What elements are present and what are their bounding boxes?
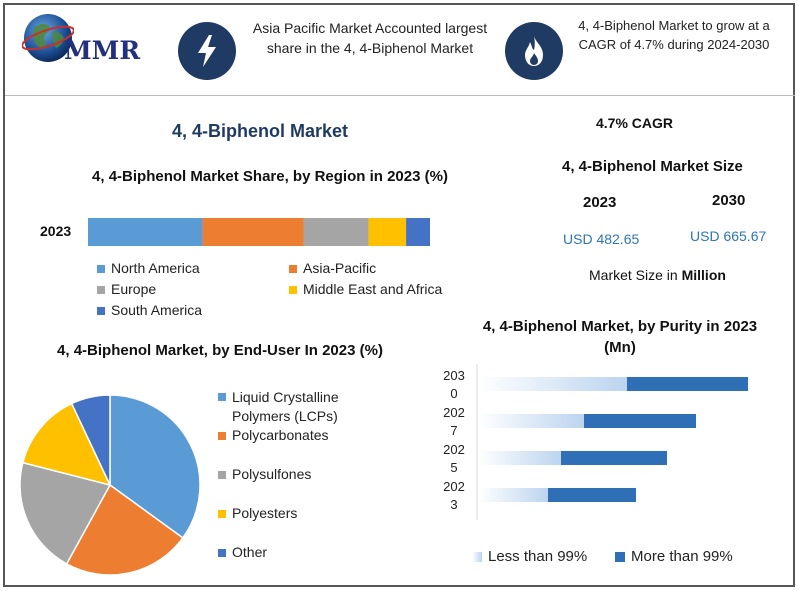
market-size-title: 4, 4-Biphenol Market Size — [562, 158, 743, 175]
purity-tick-label: 7 — [450, 423, 457, 438]
region-bar-segment-europe — [303, 218, 369, 246]
legend-swatch — [218, 393, 226, 401]
market-size-year-2030: 2030 — [712, 192, 746, 209]
market-size-unit: Market Size in Million — [589, 267, 726, 283]
purity-bar-less-than-99-2030 — [479, 377, 627, 391]
globe-icon — [22, 14, 74, 62]
purity-bar-more-than-99-2027 — [584, 414, 696, 428]
purity-tick-label: 0 — [450, 386, 457, 401]
enduser-legend-polyesters: Polyesters — [218, 505, 297, 521]
purity-tick-label: 202 — [443, 442, 465, 457]
enduser-chart-title: 4, 4-Biphenol Market, by End-User In 202… — [57, 342, 383, 359]
region-bar-segment-south-america — [406, 218, 430, 246]
purity-chart-title: 4, 4-Biphenol Market, by Purity in 2023 … — [482, 318, 758, 356]
region-bar-segment-north-america — [88, 218, 203, 246]
header-divider — [5, 95, 795, 96]
legend-label: North America — [111, 260, 200, 276]
purity-legend-less-99: Less than 99% — [472, 548, 587, 565]
logo-text: MMR — [64, 36, 141, 65]
page-frame — [3, 3, 795, 587]
region-legend-asia-pacific: Asia-Pacific — [289, 260, 376, 276]
region-legend-south-america: South America — [97, 302, 202, 318]
region-stacked-bar — [88, 218, 430, 246]
purity-bar-more-than-99-2030 — [627, 377, 748, 391]
legend-swatch — [218, 510, 226, 518]
legend-swatch — [97, 265, 105, 273]
enduser-legend-polycarbonates: Polycarbonates — [218, 427, 329, 443]
market-size-unit-bold: Million — [681, 267, 726, 283]
legend-label: Other — [232, 544, 268, 560]
flame-icon — [505, 22, 563, 80]
pie-slice-1 — [65, 483, 184, 576]
legend-label: Asia-Pacific — [303, 260, 377, 276]
purity-stacked-bar-chart: 203 0 202 7 202 5 202 3 — [443, 364, 748, 520]
purity-tick-label: 3 — [450, 497, 457, 512]
lightning-icon — [178, 22, 236, 80]
purity-bar-less-than-99-2023 — [479, 488, 548, 502]
market-size-value-2030: USD 665.67 — [690, 228, 767, 244]
purity-bar-less-than-99-2027 — [479, 414, 584, 428]
main-title: 4, 4-Biphenol Market — [172, 121, 349, 141]
region-legend-north-america: North America — [97, 260, 200, 276]
purity-tick-label: 202 — [443, 405, 465, 420]
legend-swatch — [218, 432, 226, 440]
legend-swatch — [97, 307, 105, 315]
legend-swatch — [218, 549, 226, 557]
purity-tick-label: 5 — [450, 460, 457, 475]
purity-bar-more-than-99-2025 — [561, 451, 667, 465]
enduser-legend-polysulfones: Polysulfones — [218, 466, 311, 482]
market-size-year-2023: 2023 — [583, 194, 617, 211]
pie-slice-2 — [19, 461, 112, 565]
market-size-unit-prefix: Market Size in — [589, 267, 682, 283]
purity-legend-more-99: More than 99% — [615, 548, 733, 565]
legend-swatch — [289, 286, 297, 294]
purity-bar-more-than-99-2023 — [548, 488, 636, 502]
legend-swatch — [289, 265, 297, 273]
header-fact-cagr: 4, 4-Biphenol Market to grow at a CAGR o… — [578, 18, 770, 52]
legend-label: Liquid Crystalline Polymers (LCPs) — [232, 389, 339, 424]
legend-label: Polycarbonates — [232, 427, 329, 443]
header-fact-apac: Asia Pacific Market Accounted largest sh… — [252, 20, 488, 56]
purity-bar-less-than-99-2025 — [479, 451, 561, 465]
legend-label: Europe — [111, 281, 157, 297]
legend-swatch — [615, 552, 625, 562]
market-size-value-2023: USD 482.65 — [563, 231, 640, 247]
region-legend-europe: Europe — [97, 281, 156, 297]
enduser-legend-other: Other — [218, 544, 267, 560]
cagr-label: 4.7% CAGR — [596, 115, 674, 131]
purity-tick-label: 203 — [443, 368, 465, 383]
region-bar-segment-asia-pacific — [202, 218, 304, 246]
legend-label: More than 99% — [631, 548, 733, 565]
legend-swatch — [218, 471, 226, 479]
legend-label: Less than 99% — [488, 548, 588, 565]
pie-slice-3 — [21, 402, 112, 487]
legend-label: Polyesters — [232, 505, 298, 521]
legend-swatch — [472, 552, 482, 562]
legend-swatch — [97, 286, 105, 294]
enduser-pie-chart — [19, 394, 201, 576]
region-bar-segment-middle-east-and-africa — [368, 218, 407, 246]
legend-label: South America — [111, 302, 203, 318]
purity-tick-label: 202 — [443, 479, 465, 494]
region-chart-category-label: 2023 — [40, 223, 72, 239]
pie-slice-0 — [109, 394, 201, 539]
pie-slice-4 — [70, 394, 111, 486]
region-legend-mea: Middle East and Africa — [289, 281, 442, 297]
region-chart-title: 4, 4-Biphenol Market Share, by Region in… — [92, 168, 448, 185]
enduser-legend-lcps: Liquid Crystalline Polymers (LCPs) — [218, 388, 398, 426]
legend-label: Middle East and Africa — [303, 281, 443, 297]
legend-label: Polysulfones — [232, 466, 312, 482]
